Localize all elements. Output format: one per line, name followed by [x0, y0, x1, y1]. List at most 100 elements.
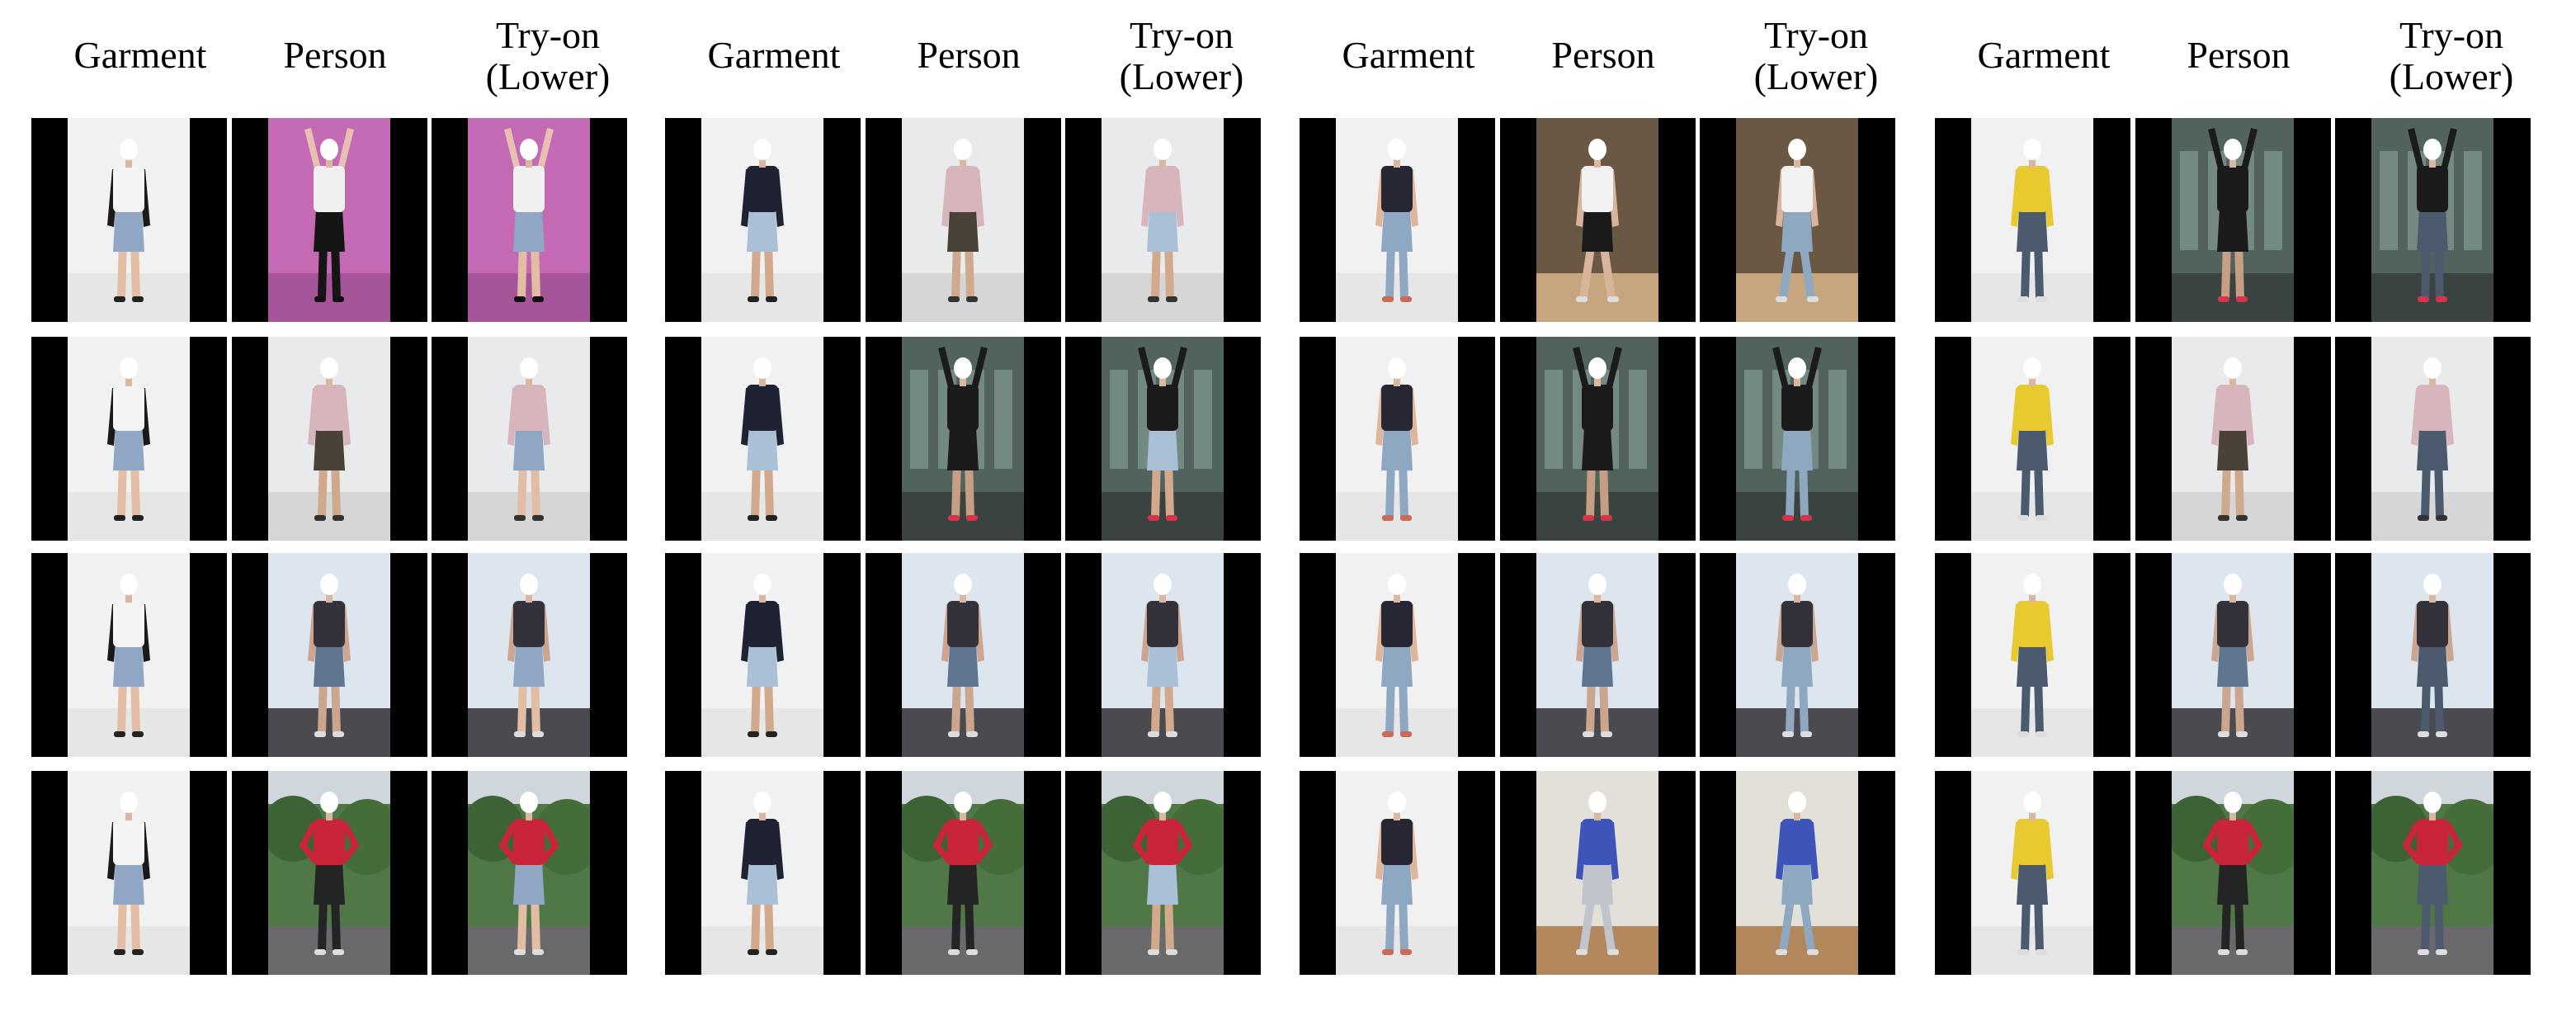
tryon-photo [468, 553, 590, 757]
person-photo [1536, 771, 1658, 975]
photo-illustration [1971, 771, 2093, 975]
person-image-r2-g1 [232, 337, 427, 541]
column-header-garment: Garment [73, 34, 207, 76]
photo-illustration [468, 553, 590, 757]
photo-illustration [468, 118, 590, 322]
tryon-photo [1102, 771, 1224, 975]
person-image-r4-g3 [1500, 771, 1696, 975]
garment-photo [68, 553, 190, 757]
garment-image-r2-g1 [31, 337, 227, 541]
person-photo [268, 118, 390, 322]
column-header-person: Person [2187, 34, 2291, 76]
garment-photo [1336, 337, 1458, 541]
person-photo [268, 337, 390, 541]
photo-illustration [1336, 553, 1458, 757]
column-header-person: Person [917, 34, 1021, 76]
tryon-photo [1736, 118, 1858, 322]
tryon-image-r2-g3 [1700, 337, 1895, 541]
photo-illustration [1102, 553, 1224, 757]
person-image-r3-g1 [232, 553, 427, 757]
garment-image-r1-g2 [665, 118, 861, 322]
tryon-image-r3-g1 [432, 553, 627, 757]
person-photo [1536, 553, 1658, 757]
photo-illustration [68, 553, 190, 757]
photo-illustration [468, 337, 590, 541]
photo-illustration [1336, 771, 1458, 975]
garment-image-r4-g4 [1935, 771, 2130, 975]
tryon-photo [1102, 118, 1224, 322]
photo-illustration [2172, 118, 2294, 322]
photo-illustration [68, 118, 190, 322]
garment-photo [1336, 553, 1458, 757]
garment-photo [701, 337, 823, 541]
garment-image-r4-g2 [665, 771, 861, 975]
photo-illustration [701, 553, 823, 757]
garment-photo [68, 771, 190, 975]
column-header-tryon: Try-on (Lower) [1753, 14, 1879, 97]
garment-photo [1336, 771, 1458, 975]
photo-illustration [2172, 771, 2294, 975]
column-header-tryon: Try-on (Lower) [2389, 14, 2514, 97]
tryon-image-r4-g2 [1065, 771, 1261, 975]
garment-photo [68, 337, 190, 541]
tryon-image-r3-g3 [1700, 553, 1895, 757]
photo-illustration [1971, 337, 2093, 541]
garment-photo [1336, 118, 1458, 322]
column-header-tryon: Try-on (Lower) [485, 14, 611, 97]
photo-illustration [2371, 118, 2493, 322]
garment-image-r3-g1 [31, 553, 227, 757]
person-photo [1536, 337, 1658, 541]
garment-image-r1-g1 [31, 118, 227, 322]
column-header-garment: Garment [707, 34, 841, 76]
column-header-person: Person [283, 34, 387, 76]
photo-illustration [2371, 337, 2493, 541]
column-header-garment: Garment [1977, 34, 2111, 76]
garment-image-r3-g2 [665, 553, 861, 757]
photo-illustration [1536, 553, 1658, 757]
photo-illustration [1536, 337, 1658, 541]
photo-illustration [268, 118, 390, 322]
garment-photo [1971, 118, 2093, 322]
person-image-r4-g1 [232, 771, 427, 975]
tryon-image-r4-g1 [432, 771, 627, 975]
photo-illustration [1736, 553, 1858, 757]
garment-photo [1971, 771, 2093, 975]
photo-illustration [1536, 118, 1658, 322]
person-image-r1-g2 [866, 118, 1061, 322]
photo-illustration [1971, 118, 2093, 322]
photo-illustration [468, 771, 590, 975]
photo-illustration [1102, 771, 1224, 975]
person-image-r1-g1 [232, 118, 427, 322]
tryon-photo [2371, 771, 2493, 975]
tryon-image-r4-g3 [1700, 771, 1895, 975]
tryon-image-r1-g4 [2335, 118, 2531, 322]
photo-illustration [902, 771, 1024, 975]
column-header-garment: Garment [1342, 34, 1475, 76]
photo-illustration [2172, 553, 2294, 757]
photo-illustration [68, 771, 190, 975]
person-image-r2-g2 [866, 337, 1061, 541]
photo-illustration [2371, 553, 2493, 757]
person-photo [1536, 118, 1658, 322]
tryon-photo [2371, 553, 2493, 757]
photo-illustration [1102, 337, 1224, 541]
garment-image-r1-g4 [1935, 118, 2130, 322]
tryon-image-r4-g4 [2335, 771, 2531, 975]
garment-photo [701, 771, 823, 975]
photo-illustration [1971, 553, 2093, 757]
photo-illustration [1736, 771, 1858, 975]
tryon-photo [468, 118, 590, 322]
tryon-photo [1736, 553, 1858, 757]
garment-image-r2-g2 [665, 337, 861, 541]
tryon-photo [468, 771, 590, 975]
person-photo [2172, 118, 2294, 322]
person-image-r2-g4 [2135, 337, 2331, 541]
person-image-r1-g4 [2135, 118, 2331, 322]
person-photo [2172, 337, 2294, 541]
photo-illustration [1736, 337, 1858, 541]
person-photo [268, 771, 390, 975]
tryon-photo [2371, 118, 2493, 322]
garment-photo [1971, 337, 2093, 541]
tryon-image-r1-g3 [1700, 118, 1895, 322]
